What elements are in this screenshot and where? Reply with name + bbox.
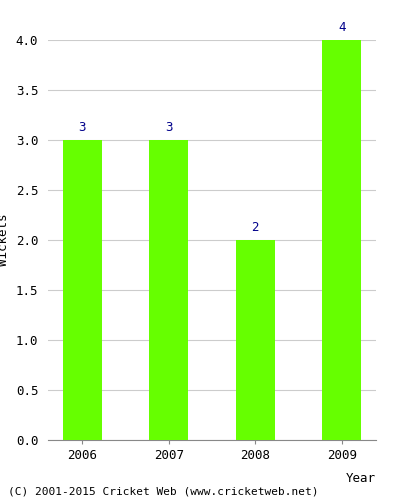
- Bar: [236, 240, 275, 440]
- Text: 3: 3: [79, 121, 86, 134]
- Y-axis label: Wickets: Wickets: [0, 214, 10, 266]
- Text: 3: 3: [165, 121, 172, 134]
- Bar: [63, 140, 102, 440]
- Bar: [149, 140, 188, 440]
- Text: (C) 2001-2015 Cricket Web (www.cricketweb.net): (C) 2001-2015 Cricket Web (www.cricketwe…: [8, 487, 318, 497]
- Text: Year: Year: [346, 472, 376, 485]
- Bar: [322, 40, 361, 440]
- Text: 2: 2: [252, 221, 259, 234]
- Text: 4: 4: [338, 21, 345, 34]
